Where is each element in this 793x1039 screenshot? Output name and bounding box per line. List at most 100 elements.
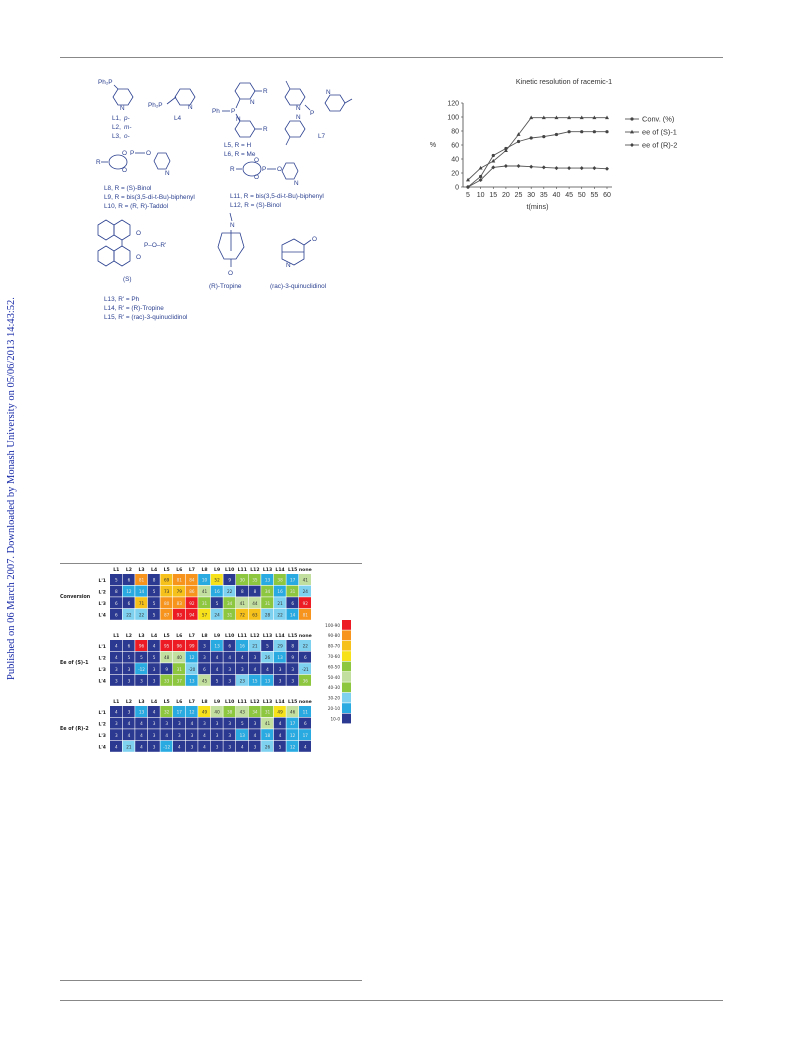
data-point — [567, 130, 571, 134]
svg-text:P: P — [231, 108, 235, 115]
cell-value: 6 — [291, 601, 294, 606]
data-point — [605, 115, 609, 120]
heatmap-cell — [135, 706, 148, 717]
heatmap-cell — [147, 740, 160, 752]
cell-value: 87 — [164, 612, 170, 617]
series-line — [467, 165, 608, 188]
column-header: L14 — [275, 567, 284, 573]
x-tick-label: 40 — [553, 192, 561, 199]
cell-value: 3 — [254, 721, 257, 726]
cell-value: 5 — [153, 612, 156, 617]
cell-value: 6 — [304, 721, 307, 726]
svg-text:O: O — [136, 230, 141, 237]
column-header: L12 — [250, 699, 259, 705]
heatmap-cell — [236, 608, 248, 620]
cell-value: 3 — [254, 655, 257, 660]
cell-value: 45 — [202, 678, 208, 683]
column-header: L10 — [225, 633, 234, 639]
heatmap-cell — [147, 574, 160, 585]
cell-value: 6 — [115, 612, 118, 617]
screening-heatmap: L1 L2 L3 L4 L5 L6 L7 L8 L9 L10 L11 L12 L13 L14 L15 none… — [60, 567, 351, 752]
cell-value: 96 — [177, 644, 183, 649]
cell-value: 83 — [177, 601, 183, 606]
column-header: L5 — [164, 633, 170, 639]
heatmap-cell — [122, 608, 135, 620]
series-line — [467, 117, 607, 181]
heatmap-cell — [173, 608, 185, 620]
heatmap-cell — [210, 585, 223, 597]
heatmap-cell — [210, 651, 223, 663]
svg-text:N: N — [230, 222, 235, 229]
heatmap-cell — [223, 740, 236, 752]
cell-value: 13 — [265, 678, 271, 683]
heatmap-cell — [248, 574, 261, 585]
cell-value: 5 — [279, 744, 282, 749]
y-tick-label: 100 — [447, 114, 459, 121]
heatmap-cell — [135, 674, 148, 686]
legend-swatch — [342, 630, 351, 641]
data-point — [579, 166, 584, 171]
heatmap-cell — [273, 651, 286, 663]
cell-value: 4 — [304, 744, 307, 749]
column-header: L8 — [201, 699, 207, 705]
chart-title: Kinetic resolution of racemic-1 — [516, 77, 612, 86]
ligand-L7: N P N N L7 — [284, 80, 353, 146]
column-header: none — [299, 568, 312, 573]
heatmap-cell — [135, 663, 148, 675]
cell-value: 5 — [115, 578, 118, 583]
heatmap-cell — [185, 640, 198, 651]
data-point — [567, 166, 572, 171]
heatmap-cell — [261, 729, 274, 741]
heatmap-cell — [110, 574, 122, 585]
cell-value: 3 — [178, 733, 181, 738]
heatmap-cell — [198, 574, 211, 585]
cell-value: 3 — [153, 667, 156, 672]
pph2-label: Ph₂P — [98, 79, 113, 86]
cell-value: 4 — [178, 744, 181, 749]
heatmap-cell — [198, 674, 211, 686]
heatmap-cell — [185, 574, 198, 585]
heatmap-cell — [185, 729, 198, 741]
cell-value: 4 — [228, 655, 231, 660]
svg-text:L3,: L3, — [112, 133, 121, 140]
heatmap-cell — [122, 674, 135, 686]
heatmap-cell — [299, 663, 311, 675]
heatmap-cell — [223, 608, 236, 620]
heatmap-cell — [273, 640, 286, 651]
heatmap-cell — [248, 740, 261, 752]
column-header: L7 — [189, 633, 195, 639]
row-label: L'3 — [98, 667, 106, 673]
heatmap-cell — [261, 640, 274, 651]
cell-value: 3 — [291, 678, 294, 683]
column-header: L12 — [250, 633, 259, 639]
svg-text:N: N — [326, 89, 331, 96]
svg-text:O: O — [277, 166, 282, 173]
heatmap-cell — [135, 717, 148, 729]
heatmap-cell — [122, 640, 135, 651]
heatmap-cell — [273, 717, 286, 729]
cell-value: 4 — [140, 721, 143, 726]
heatmap-cell — [286, 729, 299, 741]
bottom-rule — [60, 1000, 723, 1001]
quinuclidinol-structure: N O (rac)-3-quinuclidinol — [270, 236, 326, 290]
cell-value: 3 — [216, 733, 219, 738]
column-header: L11 — [238, 567, 247, 573]
cell-value: 12 — [189, 655, 195, 660]
heatmap-cell — [122, 740, 135, 752]
block-label: Ee of (S)-1 — [60, 660, 88, 666]
x-tick-label: 30 — [527, 192, 535, 199]
data-point — [630, 143, 634, 147]
column-header: L15 — [288, 699, 297, 705]
data-point — [503, 164, 508, 168]
cell-value: 57 — [202, 612, 208, 617]
heatmap-cell — [198, 663, 211, 675]
heatmap-cell — [236, 729, 248, 741]
cell-value: 5 — [216, 678, 219, 683]
data-point — [630, 117, 634, 121]
legend-swatch — [342, 661, 351, 672]
cell-value: 3 — [178, 721, 181, 726]
cell-value: 3 — [279, 667, 282, 672]
cell-value: 9 — [291, 655, 294, 660]
heatmap-cell — [160, 651, 173, 663]
cell-value: 12 — [290, 733, 296, 738]
